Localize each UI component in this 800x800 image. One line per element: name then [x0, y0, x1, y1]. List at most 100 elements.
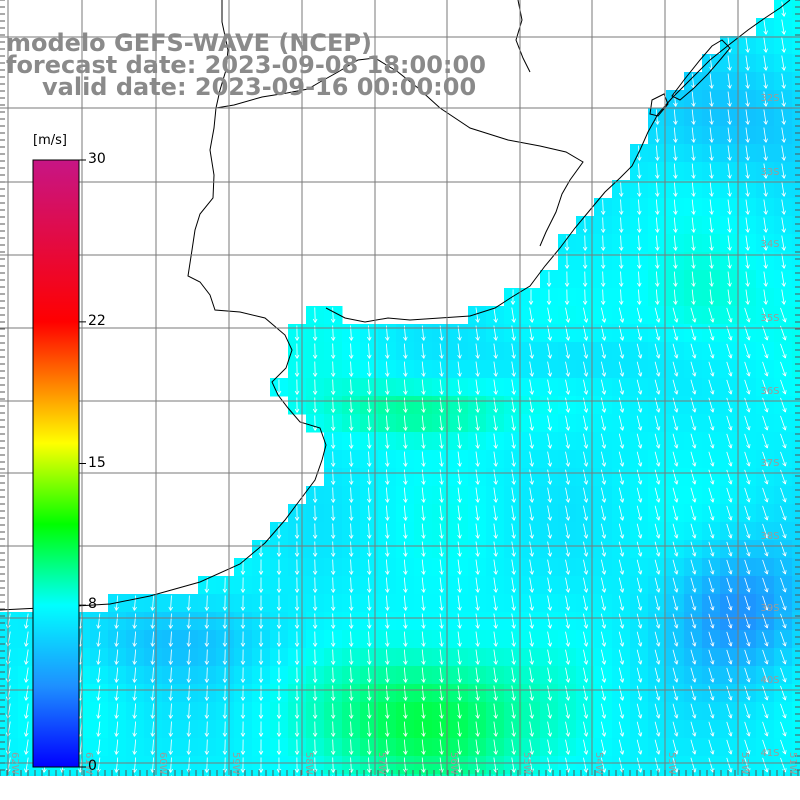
wind-arrow [312, 631, 318, 647]
wind-arrow [511, 361, 516, 377]
wind-arrow [529, 649, 534, 665]
wind-arrow [493, 361, 498, 377]
wind-arrow [186, 721, 192, 737]
wind-arrow [276, 595, 282, 611]
wind-speed-cell [792, 324, 800, 343]
wind-arrow [618, 559, 625, 575]
wind-arrow [636, 739, 643, 755]
wind-arrow [727, 271, 732, 287]
wind-arrow [547, 757, 552, 773]
wind-arrow [114, 667, 119, 683]
wind-arrow [294, 685, 300, 701]
wind-arrow [348, 415, 354, 431]
wind-arrow [655, 217, 660, 233]
wind-arrow [348, 649, 354, 665]
wind-arrow [475, 559, 480, 575]
wind-arrow [385, 649, 390, 665]
wind-arrow [655, 109, 660, 125]
wind-arrow [762, 415, 769, 431]
border-uruguay [215, 57, 584, 247]
wind-arrow [511, 559, 516, 575]
wind-arrow [475, 739, 480, 755]
wind-arrow [348, 685, 354, 701]
wind-arrow [618, 181, 624, 197]
wind-speed-cell [792, 342, 800, 361]
wind-arrow [457, 667, 462, 683]
wind-arrow [511, 307, 516, 323]
wind-arrow [511, 451, 516, 467]
wind-arrow [745, 199, 750, 215]
wind-arrow [348, 343, 354, 359]
wind-arrow [762, 721, 769, 737]
wind-arrow [348, 559, 354, 575]
latitude-label: 32S [760, 93, 779, 104]
wind-arrow [385, 721, 390, 737]
wind-arrow [330, 667, 336, 683]
wind-speed-cell [792, 576, 800, 595]
wind-arrow [439, 559, 444, 575]
wind-arrow [348, 541, 354, 557]
wind-arrow [691, 181, 696, 197]
wind-arrow [763, 181, 768, 197]
wind-arrow [475, 469, 480, 485]
wind-arrow [457, 703, 462, 719]
wind-arrow [276, 577, 282, 593]
wind-arrow [150, 685, 155, 701]
wind-arrow [709, 109, 714, 125]
wind-arrow [565, 721, 571, 737]
wind-arrow [763, 91, 768, 107]
wind-arrow [565, 505, 571, 521]
wind-arrow [511, 523, 516, 539]
wind-arrow [565, 739, 571, 755]
wind-arrow [708, 721, 715, 737]
wind-arrow [672, 343, 679, 359]
wind-arrow [96, 703, 101, 719]
wind-arrow [511, 505, 516, 521]
wind-arrow [745, 127, 750, 143]
wind-arrow [330, 595, 336, 611]
wind-arrow [636, 613, 643, 629]
wind-arrow [168, 649, 174, 665]
wind-arrow [636, 703, 643, 719]
wind-arrow [150, 649, 155, 665]
wind-arrow [294, 541, 300, 557]
wind-arrow [546, 289, 552, 305]
coastline-south-america [0, 0, 327, 611]
wind-arrow [348, 667, 354, 683]
wind-arrow [655, 253, 660, 269]
wind-arrow [708, 487, 715, 503]
wind-arrow [367, 451, 372, 467]
wind-arrow [762, 397, 769, 413]
wind-arrow [727, 73, 732, 89]
wind-arrow [439, 667, 444, 683]
wind-arrow [168, 685, 174, 701]
wind-arrow [726, 397, 733, 413]
wind-arrow [780, 487, 787, 503]
wind-arrow [547, 415, 552, 431]
wind-arrow [690, 577, 697, 593]
wind-speed-cell [792, 18, 800, 37]
wind-arrow [240, 757, 246, 773]
wind-arrow [564, 271, 570, 287]
wind-arrow [547, 541, 552, 557]
latitude-label: 35S [760, 313, 779, 324]
wind-arrow [672, 361, 679, 377]
wind-speed-cell [792, 540, 800, 559]
wind-arrow [385, 631, 390, 647]
wind-arrow [708, 361, 715, 377]
wind-arrow [690, 307, 697, 323]
wind-arrow [691, 217, 696, 233]
wind-arrow [673, 127, 678, 143]
wind-arrow [600, 541, 607, 557]
longitude-label: 60W [157, 752, 168, 775]
wind-arrow [618, 631, 625, 647]
wind-arrow [240, 595, 246, 611]
wind-arrow [529, 469, 534, 485]
wind-arrow [312, 613, 318, 629]
wind-arrow [780, 397, 787, 413]
wind-arrow [511, 397, 516, 413]
wind-arrow [690, 595, 697, 611]
wind-arrow [276, 667, 282, 683]
wind-arrow [475, 613, 480, 629]
wind-arrow [672, 595, 679, 611]
